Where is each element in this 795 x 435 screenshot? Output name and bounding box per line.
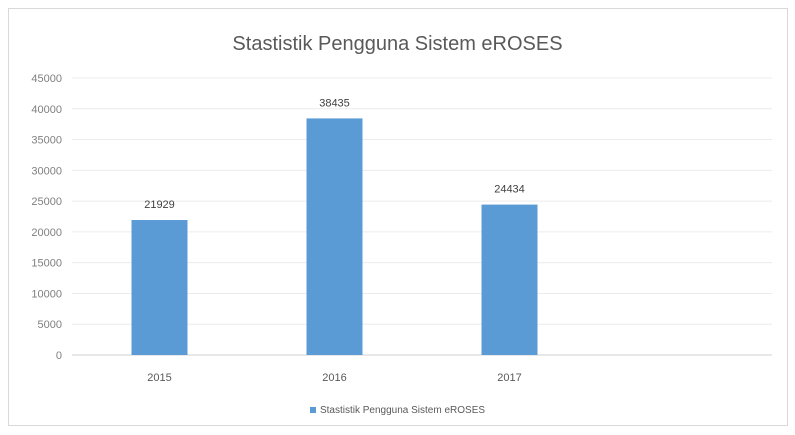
legend-swatch bbox=[309, 407, 316, 414]
y-tick-label: 35000 bbox=[31, 135, 62, 147]
bar bbox=[131, 220, 188, 355]
y-tick-label: 5000 bbox=[38, 319, 62, 331]
data-label: 24434 bbox=[494, 184, 525, 196]
y-axis-ticks: 0 5000 10000 15000 20000 25000 30000 35000 40000… bbox=[31, 73, 62, 362]
data-label: 38435 bbox=[319, 97, 350, 109]
y-tick-label: 45000 bbox=[31, 73, 62, 85]
bar bbox=[481, 204, 538, 355]
chart-title: Stastistik Pengguna Sistem eROSES bbox=[232, 33, 563, 55]
gridlines bbox=[72, 77, 772, 356]
x-tick-label: 2015 bbox=[147, 372, 171, 384]
y-tick-label: 20000 bbox=[31, 227, 62, 239]
legend: Stastistik Pengguna Sistem eROSES bbox=[0, 405, 795, 416]
x-tick-label: 2017 bbox=[497, 372, 521, 384]
x-axis-labels: 2015 2016 2017 bbox=[147, 372, 521, 384]
bar bbox=[306, 118, 363, 355]
y-tick-label: 30000 bbox=[31, 165, 62, 177]
data-label: 21929 bbox=[144, 199, 175, 211]
x-tick-label: 2016 bbox=[322, 372, 346, 384]
y-tick-label: 25000 bbox=[31, 196, 62, 208]
y-tick-label: 15000 bbox=[31, 258, 62, 270]
bars: 21929 38435 24434 bbox=[131, 97, 538, 355]
legend-label: Stastistik Pengguna Sistem eROSES bbox=[319, 405, 486, 416]
y-tick-label: 0 bbox=[56, 350, 62, 362]
y-tick-label: 40000 bbox=[31, 104, 62, 116]
y-tick-label: 10000 bbox=[31, 288, 62, 300]
